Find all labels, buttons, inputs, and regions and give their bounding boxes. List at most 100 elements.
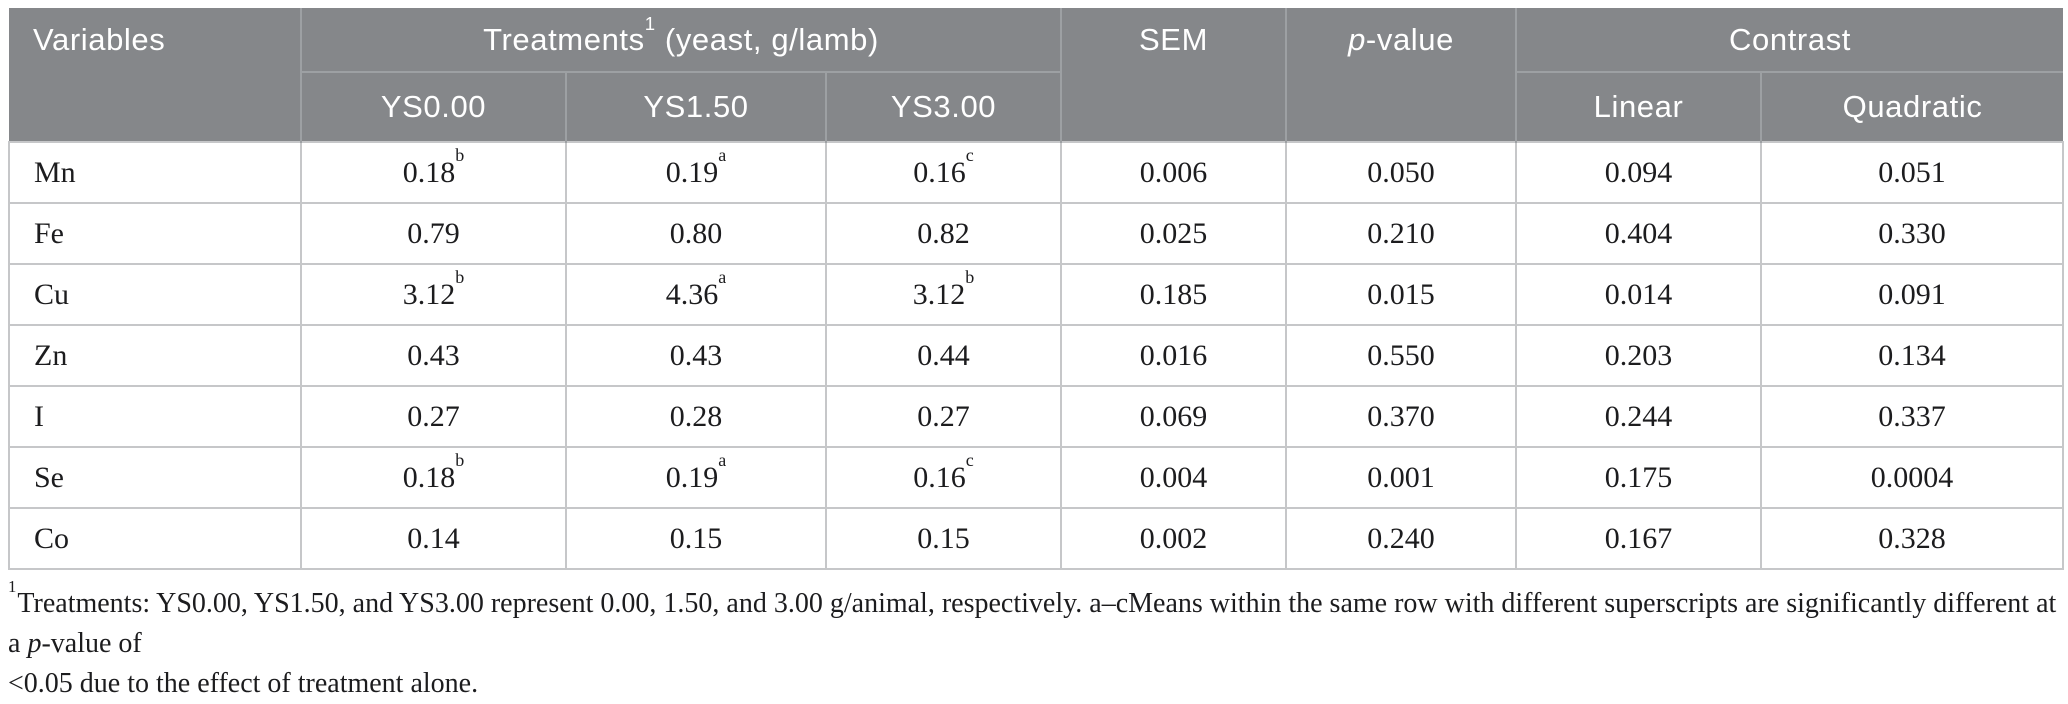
cell-value: 0.27	[407, 399, 460, 433]
treatment-value-cell: 0.43	[565, 324, 827, 387]
treatment-value-cell: 0.82	[824, 202, 1063, 265]
sem-cell: 0.025	[1060, 202, 1288, 265]
cell-value: 0.094	[1604, 155, 1673, 189]
treatment-value-cell: 0.19a	[565, 446, 827, 509]
cell-value: 0.44	[917, 338, 970, 372]
footnote-marker: 1	[8, 577, 17, 597]
sem-label: SEM	[1139, 22, 1209, 57]
cell-value: 0.370	[1367, 399, 1435, 433]
col-header-ys150: YS1.50	[565, 72, 826, 142]
pvalue-italic-p: p	[1348, 22, 1366, 57]
pvalue-cell: 0.240	[1285, 507, 1518, 570]
treatment-value-cell: 0.28	[565, 385, 827, 448]
significance-superscript: b	[965, 266, 975, 287]
col-header-pvalue: p-value	[1285, 8, 1517, 142]
cell-value: Se	[34, 460, 64, 494]
cell-value: Co	[34, 521, 70, 555]
variable-cell: Fe	[8, 202, 302, 265]
treatments-unit-label: (yeast, g/lamb)	[655, 21, 879, 57]
cell-value: 0.18	[402, 155, 456, 189]
cell-value: 0.175	[1604, 460, 1673, 494]
table-row: I 0.27 0.28 0.27 0.069 0.370 0.244 0.337	[8, 385, 2065, 448]
significance-superscript: c	[965, 449, 974, 470]
quadratic-cell: 0.328	[1760, 507, 2065, 570]
col-header-sem: SEM	[1060, 8, 1287, 142]
variable-cell: Cu	[8, 263, 302, 326]
cell-value: 0.091	[1878, 277, 1946, 311]
pvalue-cell: 0.015	[1285, 263, 1518, 326]
col-group-treatments: Treatments1 (yeast, g/lamb)	[299, 8, 1062, 73]
linear-cell: 0.175	[1515, 446, 1763, 509]
treatment-value-cell: 3.12b	[300, 263, 567, 326]
table-footnote: 1Treatments: YS0.00, YS1.50, and YS3.00 …	[8, 579, 2062, 704]
treatment-value-cell: 0.18b	[300, 446, 567, 509]
cell-value: 0.015	[1367, 277, 1435, 311]
treatment-value-cell: 0.15	[824, 507, 1063, 570]
cell-value: 0.134	[1878, 338, 1946, 372]
treatment-value-cell: 0.80	[565, 202, 827, 265]
cell-value: Mn	[34, 155, 76, 189]
cell-value: 0.050	[1367, 155, 1435, 189]
cell-value: 0.210	[1367, 216, 1435, 250]
treatment-value-cell: 0.43	[300, 324, 567, 387]
col-header-quadratic: Quadratic	[1760, 72, 2064, 142]
quadratic-cell: 0.0004	[1760, 446, 2065, 509]
significance-superscript: a	[718, 144, 727, 165]
cell-value: 0.016	[1139, 338, 1208, 372]
variable-cell: Co	[8, 507, 302, 570]
sem-cell: 0.002	[1060, 507, 1288, 570]
ys000-label: YS0.00	[380, 89, 487, 124]
significance-superscript: a	[718, 449, 727, 470]
cell-value: 0.069	[1139, 399, 1208, 433]
significance-superscript: b	[455, 144, 465, 165]
cell-value: 0.14	[407, 521, 460, 555]
linear-label: Linear	[1593, 89, 1684, 124]
col-header-linear: Linear	[1515, 72, 1762, 142]
table-row: Se 0.18b 0.19a 0.16c 0.004 0.001 0.175 0.0004	[8, 446, 2065, 509]
treatment-value-cell: 0.18b	[300, 141, 567, 204]
contrast-label: Contrast	[1729, 21, 1852, 57]
cell-value: 0.550	[1367, 338, 1435, 372]
pvalue-cell: 0.210	[1285, 202, 1518, 265]
footnote-italic-p: p	[27, 628, 42, 659]
cell-value: 0.240	[1367, 521, 1435, 555]
cell-value: 0.328	[1878, 521, 1946, 555]
pvalue-cell: 0.001	[1285, 446, 1518, 509]
cell-value: 0.79	[407, 216, 460, 250]
cell-value: 0.025	[1139, 216, 1208, 250]
quadratic-cell: 0.051	[1760, 141, 2065, 204]
table-body: Mn 0.18b 0.19a 0.16c 0.006 0.050 0.094 0.051 Fe 0…	[8, 141, 2065, 570]
treatment-value-cell: 0.16c	[824, 141, 1063, 204]
quadratic-cell: 0.330	[1760, 202, 2065, 265]
significance-superscript: b	[455, 449, 465, 470]
cell-value: 0.001	[1367, 460, 1435, 494]
minerals-table: Variables Treatments1 (yeast, g/lamb) SE…	[8, 8, 2065, 570]
table-row: Cu 3.12b 4.36a 3.12b 0.185 0.015 0.014 0.091	[8, 263, 2065, 326]
linear-cell: 0.167	[1515, 507, 1763, 570]
cell-value: 0.006	[1139, 155, 1208, 189]
ys300-label: YS3.00	[890, 89, 997, 124]
treatment-value-cell: 3.12b	[824, 263, 1063, 326]
header-row-groups: Variables Treatments1 (yeast, g/lamb) SE…	[9, 8, 2064, 142]
sem-cell: 0.185	[1060, 263, 1288, 326]
ys150-label: YS1.50	[643, 89, 749, 124]
cell-value: 0.014	[1604, 277, 1673, 311]
treatment-value-cell: 0.15	[565, 507, 827, 570]
cell-value: Zn	[34, 338, 68, 372]
treatment-value-cell: 0.14	[300, 507, 567, 570]
cell-value: 0.330	[1878, 216, 1946, 250]
cell-value: 0.18	[402, 460, 456, 494]
cell-value: 0.337	[1878, 399, 1946, 433]
header-row-sub: YS0.00 YS1.50 YS3.00 Linear Quadratic	[9, 72, 2064, 142]
sem-cell: 0.006	[1060, 141, 1288, 204]
treatment-value-cell: 0.19a	[565, 141, 827, 204]
cell-value: 0.43	[407, 338, 460, 372]
quadratic-label: Quadratic	[1842, 89, 1983, 124]
cell-value: I	[34, 399, 44, 433]
cell-value: 0.404	[1604, 216, 1673, 250]
footnote-text-line2: <0.05 due to the effect of treatment alo…	[8, 668, 479, 699]
cell-value: 0.15	[669, 521, 723, 555]
cell-value: 0.004	[1139, 460, 1208, 494]
pvalue-cell: 0.370	[1285, 385, 1518, 448]
cell-value: 0.002	[1139, 521, 1208, 555]
